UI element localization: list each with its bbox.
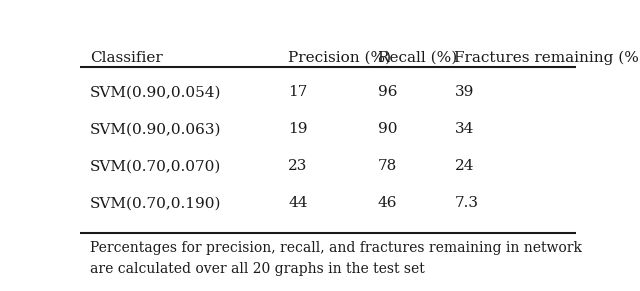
Text: SVM(0.70,0.070): SVM(0.70,0.070) bbox=[90, 159, 221, 173]
Text: 24: 24 bbox=[454, 159, 474, 173]
Text: Precision (%): Precision (%) bbox=[288, 51, 392, 65]
Text: 7.3: 7.3 bbox=[454, 196, 479, 210]
Text: SVM(0.90,0.054): SVM(0.90,0.054) bbox=[90, 85, 221, 99]
Text: 46: 46 bbox=[378, 196, 397, 210]
Text: Percentages for precision, recall, and fractures remaining in network
are calcul: Percentages for precision, recall, and f… bbox=[90, 241, 582, 276]
Text: 39: 39 bbox=[454, 85, 474, 99]
Text: Classifier: Classifier bbox=[90, 51, 163, 65]
Text: 17: 17 bbox=[288, 85, 308, 99]
Text: 90: 90 bbox=[378, 122, 397, 136]
Text: SVM(0.90,0.063): SVM(0.90,0.063) bbox=[90, 122, 221, 136]
Text: Fractures remaining (%): Fractures remaining (%) bbox=[454, 51, 640, 65]
Text: 19: 19 bbox=[288, 122, 308, 136]
Text: Recall (%): Recall (%) bbox=[378, 51, 457, 65]
Text: 44: 44 bbox=[288, 196, 308, 210]
Text: 23: 23 bbox=[288, 159, 308, 173]
Text: SVM(0.70,0.190): SVM(0.70,0.190) bbox=[90, 196, 221, 210]
Text: 78: 78 bbox=[378, 159, 397, 173]
Text: 34: 34 bbox=[454, 122, 474, 136]
Text: 96: 96 bbox=[378, 85, 397, 99]
